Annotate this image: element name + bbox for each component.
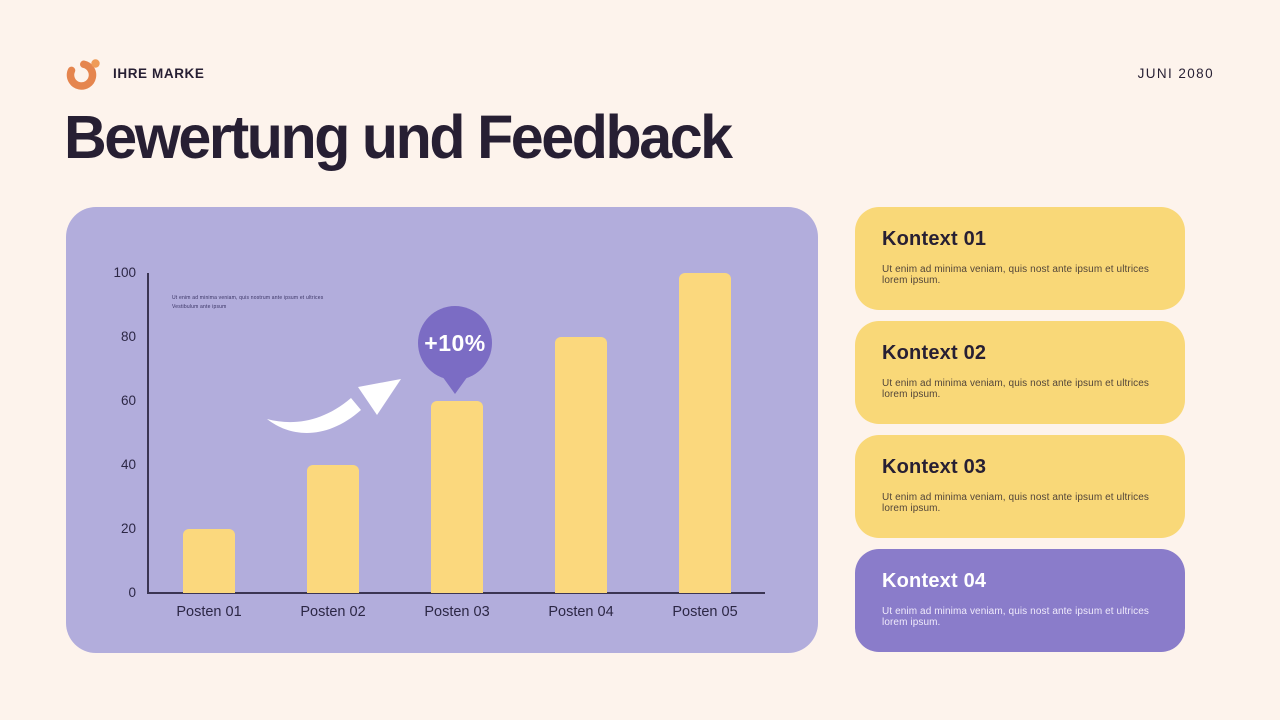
brand-name: IHRE MARKE xyxy=(113,65,205,81)
x-axis-line xyxy=(147,592,765,594)
slide-header: IHRE MARKE JUNI 2080 xyxy=(66,54,1214,92)
y-axis-tick-label: 0 xyxy=(128,585,136,600)
card-title: Kontext 02 xyxy=(882,342,987,364)
y-axis-tick-label: 20 xyxy=(120,521,136,536)
brand-logo-icon xyxy=(66,55,102,91)
page-title: Bewertung und Feedback xyxy=(64,103,733,171)
card-body: Ut enim ad minima veniam, quis nost ante… xyxy=(882,378,1150,400)
chart-note-text: Ut enim ad minima veniam, quis nostrum a… xyxy=(172,295,324,310)
y-axis-tick-label: 40 xyxy=(120,457,136,472)
card-title: Kontext 01 xyxy=(882,228,987,250)
card-body: Ut enim ad minima veniam, quis nost ante… xyxy=(882,264,1150,286)
bar-chart-panel: Ut enim ad minima veniam, quis nostrum a… xyxy=(66,207,818,653)
bar xyxy=(183,529,235,593)
percentage-badge-pointer-icon xyxy=(442,376,468,394)
y-axis-line xyxy=(147,273,149,594)
x-axis-label: Posten 05 xyxy=(672,604,738,620)
context-card-3: Kontext 03 Ut enim ad minima veniam, qui… xyxy=(855,435,1185,538)
context-card-2: Kontext 02 Ut enim ad minima veniam, qui… xyxy=(855,321,1185,424)
bar xyxy=(431,401,483,593)
card-body: Ut enim ad minima veniam, quis nost ante… xyxy=(882,606,1150,628)
y-axis-tick-label: 80 xyxy=(120,329,136,344)
bar xyxy=(307,465,359,593)
bar xyxy=(679,273,731,593)
bar xyxy=(555,337,607,593)
card-title: Kontext 03 xyxy=(882,456,987,478)
percentage-badge: +10% xyxy=(418,306,492,380)
card-body: Ut enim ad minima veniam, quis nost ante… xyxy=(882,492,1150,514)
x-axis-label: Posten 01 xyxy=(176,604,242,620)
brand: IHRE MARKE xyxy=(66,55,205,91)
x-axis-label: Posten 04 xyxy=(548,604,614,620)
context-card-4: Kontext 04 Ut enim ad minima veniam, qui… xyxy=(855,549,1185,652)
context-card-1: Kontext 01 Ut enim ad minima veniam, qui… xyxy=(855,207,1185,310)
slide-date: JUNI 2080 xyxy=(1137,65,1214,81)
x-axis-label: Posten 03 xyxy=(424,604,490,620)
growth-arrow-icon xyxy=(267,379,401,433)
y-axis-tick-label: 100 xyxy=(113,265,136,280)
context-cards-column: Kontext 01 Ut enim ad minima veniam, qui… xyxy=(855,207,1185,663)
card-title: Kontext 04 xyxy=(882,570,987,592)
x-axis-label: Posten 02 xyxy=(300,604,366,620)
y-axis-tick-label: 60 xyxy=(120,393,136,408)
